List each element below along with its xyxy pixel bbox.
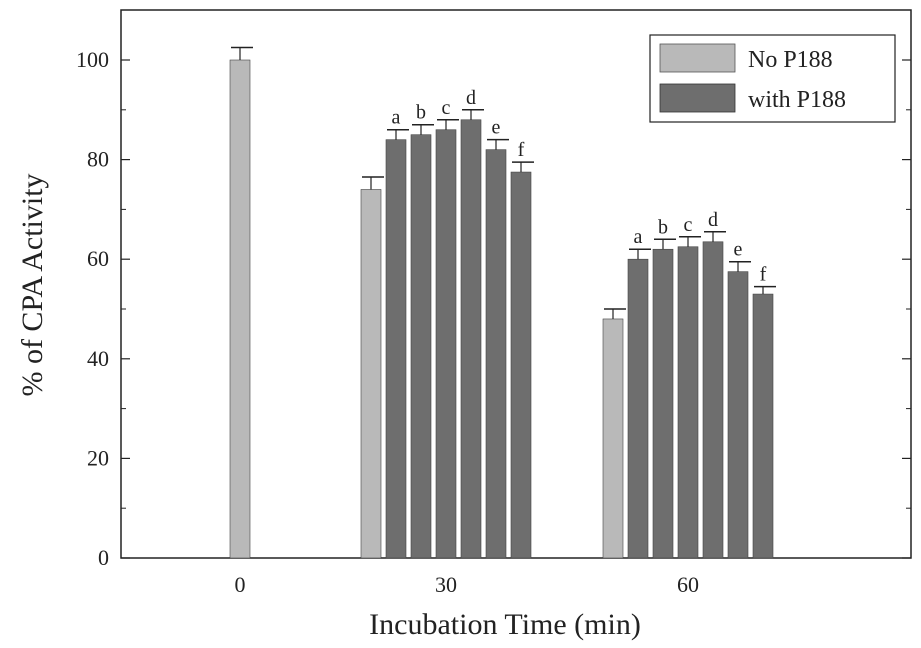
bar (627, 258, 649, 559)
bar (752, 293, 774, 559)
y-axis-title: % of CPA Activity (16, 173, 49, 396)
y-tick-label: 100 (76, 47, 109, 72)
bar (677, 246, 699, 559)
bar (702, 241, 724, 559)
legend: No P188 with P188 (649, 34, 896, 123)
bar (510, 171, 532, 559)
bar-significance-label: f (760, 264, 767, 286)
y-tick-label: 40 (87, 346, 109, 371)
y-tick-label: 20 (87, 445, 109, 470)
bar-significance-label: c (684, 214, 693, 236)
bar (360, 189, 382, 559)
x-tick-label: 30 (435, 572, 457, 597)
legend-swatch-with-p188 (659, 83, 736, 113)
legend-label-no-p188: No P188 (748, 47, 833, 73)
bar-significance-label: e (492, 117, 501, 139)
bar (435, 129, 457, 559)
bar-significance-label: e (734, 239, 743, 261)
bar (652, 248, 674, 559)
x-axis: 0 30 60 (235, 572, 700, 597)
bar (410, 134, 432, 559)
y-tick-label: 0 (98, 545, 109, 570)
y-tick-label: 60 (87, 246, 109, 271)
x-axis-title: Incubation Time (min) (369, 608, 641, 641)
x-tick-label: 60 (677, 572, 699, 597)
bar (229, 59, 251, 559)
x-tick-label: 0 (235, 572, 246, 597)
y-tick-label: 80 (87, 147, 109, 172)
bar (727, 271, 749, 559)
bar-significance-label: a (634, 226, 643, 248)
bar-significance-label: f (518, 139, 525, 161)
bar-significance-label: b (416, 102, 426, 124)
bar (485, 149, 507, 559)
y-axis: 0 20 40 60 80 100 (76, 47, 911, 570)
bar-significance-label: d (708, 209, 718, 231)
bar (460, 119, 482, 559)
bar-significance-label: b (658, 216, 668, 238)
legend-label-with-p188: with P188 (748, 87, 846, 113)
bar (385, 139, 407, 559)
legend-swatch-no-p188 (659, 43, 736, 73)
bar-significance-label: a (392, 107, 401, 129)
bar (602, 318, 624, 559)
bar-significance-label: c (442, 97, 451, 119)
bar-significance-label: d (466, 87, 476, 109)
